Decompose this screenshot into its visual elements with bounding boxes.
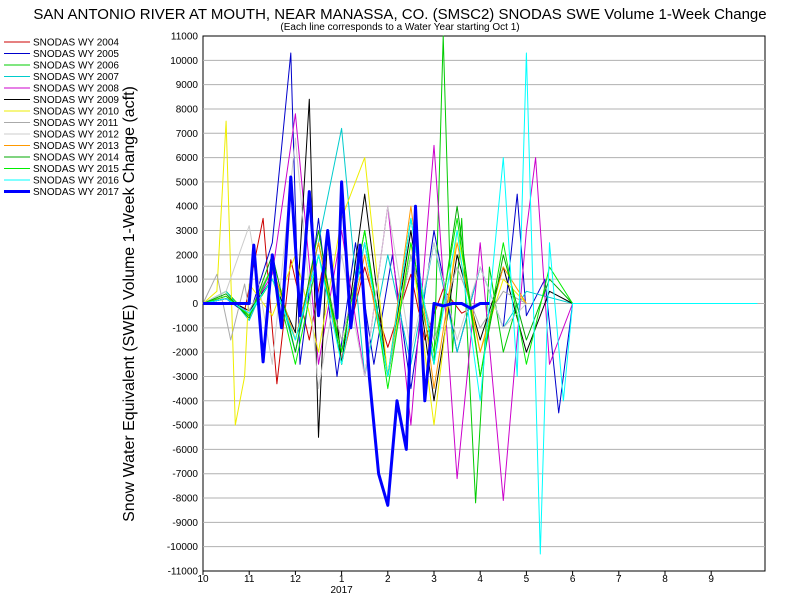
x-tick-label: 7 — [616, 574, 622, 585]
y-tick-label: -8000 — [172, 494, 198, 505]
legend-entry: SNODAS WY 2014 — [33, 153, 119, 164]
x-tick-label: 11 — [244, 574, 255, 585]
series-line-14 — [203, 175, 490, 507]
x-tick-label: 6 — [570, 574, 576, 585]
chart-title: SAN ANTONIO RIVER AT MOUTH, NEAR MANASSA… — [33, 6, 766, 23]
x-tick-label: 5 — [524, 574, 530, 585]
y-tick-label: 6000 — [176, 153, 199, 164]
y-tick-label: -5000 — [172, 421, 198, 432]
legend-entry: SNODAS WY 2008 — [33, 84, 119, 95]
y-tick-label: 3000 — [176, 226, 199, 237]
y-tick-label: -1000 — [172, 323, 198, 334]
legend-entry: SNODAS WY 2010 — [33, 107, 119, 118]
y-tick-label: 5000 — [176, 177, 199, 188]
legend-entry: SNODAS WY 2005 — [33, 49, 119, 60]
y-tick-label: 11000 — [171, 32, 199, 43]
y-tick-label: 4000 — [176, 202, 199, 213]
y-tick-label: 1000 — [176, 275, 199, 286]
x-tick-label: 8 — [662, 574, 668, 585]
x-tick-label: 3 — [431, 574, 437, 585]
y-tick-label: 7000 — [176, 129, 199, 140]
y-tick-label: 10000 — [170, 56, 198, 67]
y-tick-label: -9000 — [172, 518, 198, 529]
y-tick-label: 0 — [192, 299, 198, 310]
series-line-2 — [202, 52, 574, 414]
x-tick-label: 1 — [339, 574, 345, 585]
x-tick-label: 9 — [708, 574, 714, 585]
legend-entry: SNODAS WY 2017 — [33, 187, 119, 198]
x-tick-label: 4 — [477, 574, 483, 585]
y-tick-label: 9000 — [176, 80, 199, 91]
legend-entry: SNODAS WY 2004 — [33, 38, 119, 49]
y-tick-label: -3000 — [172, 372, 198, 383]
y-tick-label: -4000 — [172, 396, 198, 407]
y-tick-label: -11000 — [168, 567, 199, 578]
series-lines — [202, 35, 758, 555]
x-tick-label: 12 — [290, 574, 302, 585]
y-tick-label: 8000 — [176, 104, 199, 115]
x-tick-label: 10 — [197, 574, 209, 585]
axes: 1100010000900080007000600050004000300020… — [167, 32, 715, 597]
x-year-label: 2017 — [330, 585, 353, 596]
y-tick-label: 2000 — [176, 250, 199, 261]
legend-entry: SNODAS WY 2013 — [33, 141, 119, 152]
legend-entry: SNODAS WY 2012 — [33, 130, 119, 141]
y-tick-label: -2000 — [172, 348, 198, 359]
legend-entry: SNODAS WY 2016 — [33, 176, 119, 187]
legend-entry: SNODAS WY 2015 — [33, 164, 119, 175]
legend-entry: SNODAS WY 2009 — [33, 95, 119, 106]
y-tick-label: -7000 — [172, 469, 198, 480]
y-axis-label: Snow Water Equivalent (SWE) Volume 1-Wee… — [121, 86, 138, 522]
series-line-7 — [202, 120, 527, 426]
chart-subtitle: (Each line corresponds to a Water Year s… — [280, 22, 519, 33]
legend-entry: SNODAS WY 2011 — [33, 118, 119, 129]
y-tick-label: -10000 — [167, 542, 199, 553]
y-tick-label: -6000 — [172, 445, 198, 456]
x-tick-label: 2 — [385, 574, 391, 585]
legend-entry: SNODAS WY 2006 — [33, 61, 119, 72]
legend-entry: SNODAS WY 2007 — [33, 72, 119, 83]
